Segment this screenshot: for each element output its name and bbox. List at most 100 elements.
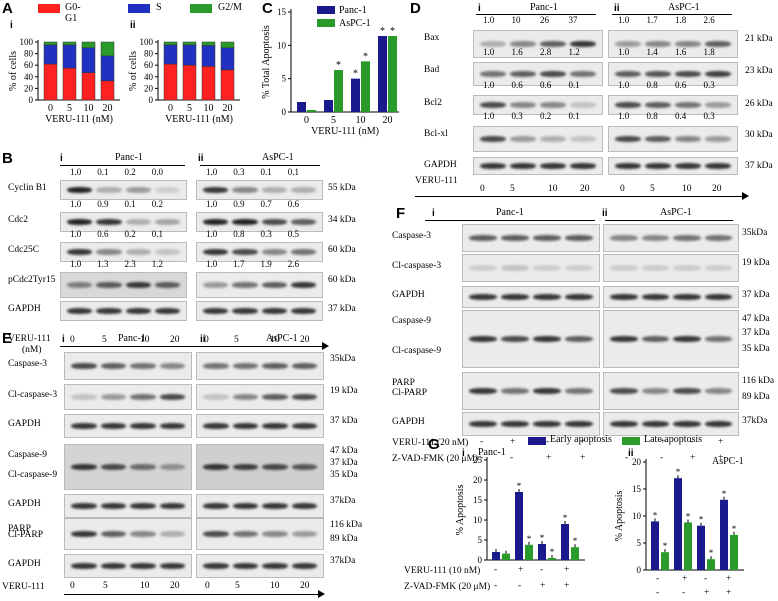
bar-Early apoptosis (515, 492, 523, 560)
blot-band (291, 394, 317, 400)
blot-band (510, 71, 536, 77)
blot-band (705, 163, 731, 169)
densitometry-value: 1.8 (703, 47, 715, 57)
blot-band (261, 219, 287, 225)
densitometry-value: 0.3 (260, 229, 272, 239)
blot-row-label: GAPDH (392, 290, 425, 300)
blot-band (570, 71, 596, 77)
blot-band (203, 503, 229, 509)
densitometry-value: 0.1 (568, 111, 580, 121)
blot-band (501, 265, 529, 271)
kda-label: 21 kDa (745, 34, 773, 44)
blot-band (641, 336, 669, 342)
blot-band (203, 394, 229, 400)
blot-band (71, 394, 97, 400)
blot-row-label: Caspase-3 (392, 231, 432, 241)
densitometry-value: 10 (511, 15, 521, 25)
bar-G2/M (220, 41, 235, 49)
panel-c-label: C (262, 0, 273, 17)
densitometry-value: 0.8 (233, 229, 245, 239)
blot-aspc1-Bcl2 (608, 95, 738, 115)
blot-band (704, 265, 732, 271)
densitometry-value: 2.6 (287, 259, 299, 269)
densitometry-value: 1.0 (70, 229, 82, 239)
divider (64, 346, 189, 347)
x-tick-label: 5 (187, 103, 192, 114)
arrow-head-icon (322, 342, 329, 350)
bar-Panc-1 (297, 102, 306, 112)
densitometry-value: 1.0 (70, 259, 82, 269)
blot-band (232, 464, 258, 470)
densitometry-value: 0.1 (97, 167, 109, 177)
x-tick-label: 0 (48, 103, 53, 114)
kda-label: 37 kDa (745, 161, 773, 171)
dose-label: 20 (580, 184, 590, 194)
blot-band (610, 294, 638, 300)
blot-panc1-Cdc2 (60, 212, 187, 232)
bar-G2/M (100, 41, 115, 57)
blot-band (645, 71, 671, 77)
sign-zvad: - (510, 453, 514, 463)
blot-band (480, 41, 506, 47)
sign-veru: + (726, 574, 732, 584)
blot-panc1-GAPDH (64, 494, 192, 518)
legend-swatch-g2m (190, 4, 212, 13)
densitometry-value: 1.0 (483, 80, 495, 90)
blot-band (262, 394, 288, 400)
kda-label: 37kDa (330, 496, 356, 506)
bar-S (43, 44, 58, 65)
veru-label: VERU-111 (2, 582, 45, 592)
legend-label: Early apoptosis (550, 434, 612, 445)
blot-band (610, 336, 638, 342)
x-tick-label: 20 (223, 103, 233, 114)
panel-e-cell-ii: AsPC-1 (266, 333, 298, 344)
blot-band (203, 219, 229, 225)
bar-G0-G1 (81, 72, 96, 101)
blot-row-label: Bax (424, 33, 440, 43)
blot-aspc1-Bax (608, 30, 738, 58)
blot-panc1-Cyclin B1 (60, 180, 187, 200)
blot-band (501, 388, 529, 394)
blot-panc1-Bax (473, 30, 603, 58)
blot-band (96, 282, 122, 288)
legend-label: Late apoptosis (644, 434, 703, 445)
blot-band (565, 336, 593, 342)
panel-b-label: B (2, 150, 13, 167)
blot-band (100, 423, 126, 429)
blot-band (291, 363, 317, 369)
blot-band (100, 503, 126, 509)
blot-band (641, 294, 669, 300)
blot-band (100, 394, 126, 400)
y-tick-label: 60 (144, 60, 154, 70)
y-axis-label: % of cells (128, 51, 139, 91)
veru-label: VERU-111 (10 nM) (404, 566, 481, 576)
sign-veru: + (660, 437, 666, 447)
dose-label: 10 (270, 581, 280, 591)
panel-d-sub-i: i (478, 3, 481, 14)
blot-band (203, 423, 229, 429)
dose-label: 10 (682, 184, 692, 194)
bar-Early apoptosis (720, 499, 728, 570)
dose-label: 5 (103, 581, 108, 591)
blot-row-label: Cl-PARP (392, 388, 428, 398)
blot-panc1-Cl-caspase-3 (64, 384, 192, 410)
blot-band (261, 187, 287, 193)
dose-label: 20 (170, 335, 180, 345)
blot-band (154, 282, 180, 288)
y-tick-label: 0 (637, 565, 642, 575)
panel-b-sub-i: i (60, 153, 63, 164)
blot-band (673, 388, 701, 394)
bar-G0-G1 (62, 67, 77, 101)
bar-Late apoptosis (661, 552, 669, 570)
panel-f-cell-i: Panc-1 (496, 207, 524, 218)
significance-star: * (686, 511, 691, 521)
bar-S (62, 44, 77, 69)
bar-G2/M (163, 41, 178, 46)
panel-g-cell-i: Panc-1 (478, 447, 506, 458)
dose-label: 10 (270, 335, 280, 345)
legend-label-g0g1: G0-G1 (65, 2, 81, 24)
veru-unit: (nM) (22, 345, 42, 355)
blot-panc1-GAPDH (64, 554, 192, 578)
significance-star: * (732, 524, 737, 534)
densitometry-value: 1.2 (568, 47, 580, 57)
